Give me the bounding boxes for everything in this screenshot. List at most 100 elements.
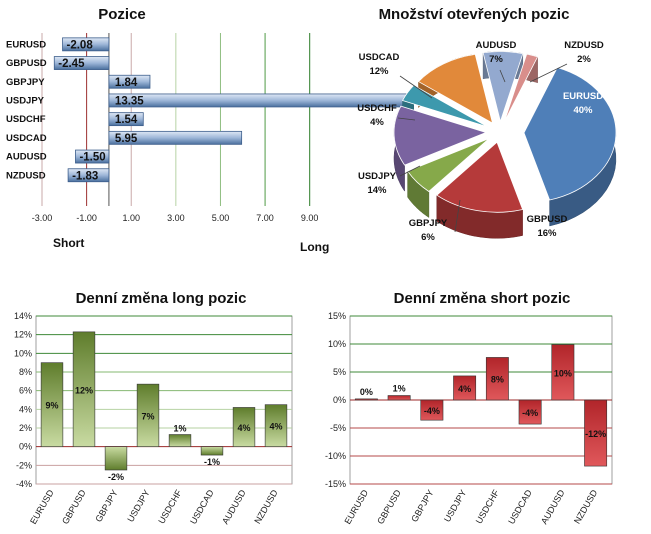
- x-category-label: USDCAD: [188, 488, 216, 526]
- y-tick-label: 4%: [19, 404, 32, 414]
- bar-value-label: 12%: [75, 385, 93, 395]
- x-category-label: USDCHF: [156, 488, 184, 526]
- pie-slice-name-label: EURUSD: [563, 91, 603, 102]
- y-tick-label: 8%: [19, 367, 32, 377]
- x-tick-label: 5.00: [212, 213, 230, 223]
- bar: [420, 399, 444, 421]
- bar: [232, 407, 256, 447]
- bar: [518, 399, 542, 425]
- y-tick-label: 15%: [328, 311, 346, 321]
- bar-value-label: 7%: [141, 411, 154, 421]
- pie-slice-value-label: 16%: [537, 228, 557, 239]
- bar: [264, 404, 288, 447]
- pie-slice-value-label: 6%: [421, 232, 435, 243]
- x-category-label: GBPUSD: [60, 488, 88, 526]
- position-bar: [53, 56, 110, 70]
- bar-value-label: -2%: [108, 472, 124, 482]
- bar: [72, 331, 96, 447]
- pie-leader-line: [399, 165, 421, 177]
- x-category-label: AUDUSD: [539, 488, 567, 526]
- x-tick-label: -3.00: [32, 213, 53, 223]
- bar-value-label: -4%: [424, 406, 440, 416]
- pie-slice-name-label: USDCAD: [359, 52, 400, 63]
- position-category-label: GBPJPY: [6, 77, 45, 88]
- bar-value-label: 1%: [393, 384, 406, 394]
- pie-leader-line: [454, 199, 461, 233]
- bar: [354, 398, 378, 401]
- bar: [551, 344, 575, 401]
- positions-x-ticks: -3.00 -1.00 1.00 3.00 5.00 7.00 9.00: [32, 213, 319, 223]
- long-change-title: Denní změna long pozic: [76, 290, 247, 307]
- short-label: Short: [53, 236, 84, 250]
- position-value-label: -2.45: [58, 58, 85, 70]
- pie-slice-name-label: USDCHF: [357, 103, 397, 114]
- pie-slice: [503, 53, 539, 123]
- position-bar: [62, 37, 110, 52]
- pie-leader-line: [399, 75, 433, 99]
- short-change-title: Denní změna short pozic: [394, 290, 571, 307]
- bar-value-label: 0%: [360, 387, 373, 397]
- x-tick-label: 3.00: [167, 213, 185, 223]
- x-tick-label: 7.00: [256, 213, 274, 223]
- bar-value-label: 4%: [237, 423, 250, 433]
- x-tick-label: 9.00: [301, 213, 319, 223]
- bar-value-label: 10%: [554, 368, 572, 378]
- position-category-label: EURUSD: [6, 39, 46, 50]
- x-category-label: GBPJPY: [93, 488, 119, 524]
- y-tick-label: -4%: [16, 479, 32, 489]
- bar: [104, 446, 128, 471]
- position-value-label: 1.84: [115, 77, 138, 89]
- pie-slice-value-label: 12%: [369, 66, 389, 77]
- bar: [584, 399, 608, 467]
- short-change-plot: -15% -10% -5% 0% 5% 10% 15% 0% EURUSD 1% GBPUSD -4%…: [325, 311, 613, 526]
- position-value-label: -1.50: [79, 152, 105, 164]
- x-category-label: USDCAD: [506, 488, 534, 526]
- position-value-label: -2.08: [67, 39, 94, 51]
- pie-slice: [417, 53, 494, 124]
- pie-slice: [523, 67, 617, 201]
- pie-slice-name-label: AUDUSD: [476, 40, 517, 51]
- bar-value-label: -12%: [585, 429, 606, 439]
- position-category-label: GBPUSD: [6, 58, 47, 69]
- bar: [40, 362, 64, 447]
- position-value-label: -1.83: [72, 170, 98, 182]
- y-tick-label: 2%: [19, 423, 32, 433]
- position-category-label: NZDUSD: [6, 170, 46, 181]
- x-tick-label: -1.00: [76, 213, 97, 223]
- bar: [453, 375, 477, 401]
- pie-leader-line: [529, 63, 568, 83]
- pie-slice-value-label: 14%: [367, 185, 387, 196]
- long-change-plot: -4% -2% 0% 2% 4% 6% 8% 10% 12% 14% 9% EURUSD 12% GBPU…: [14, 311, 293, 526]
- x-category-label: GBPJPY: [409, 488, 435, 524]
- pie-slice-name-label: NZDUSD: [564, 40, 604, 51]
- x-category-label: EURUSD: [342, 488, 370, 526]
- y-tick-label: -10%: [325, 451, 346, 461]
- position-value-label: 13.35: [115, 95, 144, 107]
- pie-leader-line: [397, 117, 416, 121]
- bar-value-label: 8%: [491, 375, 504, 385]
- x-category-label: AUDUSD: [220, 488, 248, 526]
- pie-labels: EURUSD 40% GBPUSD 16% GBPJPY 6% USDJPY 14% USDCH…: [357, 40, 604, 243]
- position-bar: [75, 149, 110, 164]
- position-bar: [108, 74, 151, 89]
- position-category-label: USDCHF: [6, 114, 46, 125]
- x-category-label: USDJPY: [442, 488, 468, 524]
- pie-slice-value-label: 7%: [489, 54, 503, 65]
- y-tick-label: 0%: [333, 395, 346, 405]
- bar: [485, 357, 509, 401]
- pie-slice: [407, 138, 490, 192]
- bar: [387, 395, 411, 401]
- x-category-label: GBPUSD: [375, 488, 403, 526]
- y-tick-label: -15%: [325, 479, 346, 489]
- daily-short-change-chart: Denní změna short pozic -15% -10% -5% 0% 5% 1…: [325, 290, 613, 526]
- bar-value-label: 4%: [269, 422, 282, 432]
- position-bar: [108, 112, 144, 127]
- y-tick-label: 12%: [14, 330, 32, 340]
- pie-leader-line: [499, 69, 506, 83]
- position-bar: [67, 168, 110, 183]
- bar: [200, 446, 224, 456]
- y-tick-label: 10%: [14, 348, 32, 358]
- pie-slice: [482, 51, 524, 123]
- pie-slice-value-label: 4%: [370, 117, 384, 128]
